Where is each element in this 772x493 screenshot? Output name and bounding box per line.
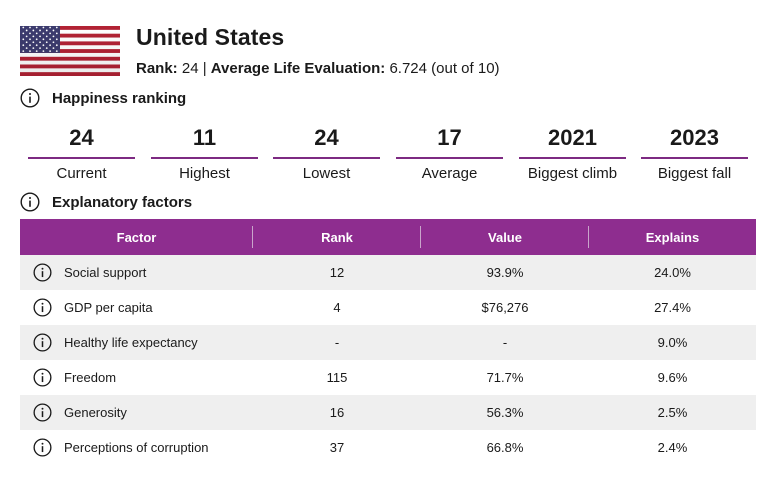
info-icon[interactable] [33, 403, 52, 422]
rank-cell: 12 [329, 265, 345, 280]
explains-cell: 9.6% [657, 370, 688, 385]
factor-name: GDP per capita [64, 300, 153, 315]
stat-label: Biggest climb [527, 165, 618, 182]
rank-cell: 16 [329, 405, 345, 420]
stat-highest: 11 Highest [151, 124, 258, 182]
stat-value: 17 [437, 125, 462, 150]
rank-label: Rank: [136, 60, 178, 77]
factor-cell: Freedom [20, 368, 253, 387]
factor-name: Generosity [64, 405, 127, 420]
rank-value: 24 | [181, 60, 207, 77]
explanatory-factors-title: Explanatory factors [52, 193, 193, 211]
column-header-rank: Rank [253, 219, 421, 255]
happiness-stats: 24 Current 11 Highest 24 Lowest 17 Avera… [28, 124, 758, 186]
factor-cell: Perceptions of corruption [20, 438, 253, 457]
stat-average: 17 Average [396, 124, 503, 182]
country-name: United States [136, 24, 285, 50]
stat-biggest-fall: 2023 Biggest fall [641, 124, 748, 182]
info-icon[interactable] [33, 438, 52, 457]
column-header-factor: Factor [20, 219, 253, 255]
evaluation-value: 6.724 (out of 10) [389, 60, 500, 77]
stat-value: 2023 [670, 125, 719, 150]
us-flag-icon [20, 26, 120, 76]
factor-cell: Healthy life expectancy [20, 333, 253, 352]
table-row: GDP per capita 4 $76,276 27.4% [20, 290, 756, 325]
table-row: Freedom 115 71.7% 9.6% [20, 360, 756, 395]
factors-table: Factor Rank Value Explains Social suppor… [20, 219, 756, 465]
explains-cell: 27.4% [654, 300, 691, 315]
value-cell: 71.7% [486, 370, 524, 385]
explanatory-factors-heading: Explanatory factors [20, 192, 192, 212]
stat-label: Lowest [302, 165, 351, 182]
table-row: Perceptions of corruption 37 66.8% 2.4% [20, 430, 756, 465]
column-header-value: Value [421, 219, 589, 255]
table-row: Healthy life expectancy - - 9.0% [20, 325, 756, 360]
rank-cell: 115 [326, 370, 348, 385]
stat-current: 24 Current [28, 124, 135, 182]
stat-label: Highest [179, 165, 230, 182]
stat-value: 2021 [548, 125, 597, 150]
stat-underline [519, 157, 626, 159]
explains-cell: 2.5% [657, 405, 688, 420]
explains-cell: 24.0% [654, 265, 691, 280]
factor-name: Healthy life expectancy [64, 335, 198, 350]
rank-cell: - [334, 335, 340, 350]
stat-underline [151, 157, 258, 159]
stat-underline [273, 157, 380, 159]
info-icon[interactable] [33, 333, 52, 352]
value-cell: - [502, 335, 508, 350]
rank-cell: 4 [333, 300, 341, 315]
stat-value: 24 [314, 125, 339, 150]
info-icon[interactable] [33, 263, 52, 282]
info-icon[interactable] [20, 88, 40, 108]
stat-lowest: 24 Lowest [273, 124, 380, 182]
happiness-ranking-heading: Happiness ranking [20, 88, 186, 108]
stat-biggest-climb: 2021 Biggest climb [519, 124, 626, 182]
stat-label: Biggest fall [657, 165, 732, 182]
info-icon[interactable] [33, 298, 52, 317]
rank-cell: 37 [329, 440, 345, 455]
value-cell: 93.9% [486, 265, 524, 280]
stat-value: 24 [69, 125, 94, 150]
info-icon[interactable] [33, 368, 52, 387]
factor-name: Freedom [64, 370, 117, 385]
table-row: Social support 12 93.9% 24.0% [20, 255, 756, 290]
stat-value: 11 [192, 125, 217, 150]
value-cell: 56.3% [486, 405, 524, 420]
column-header-explains: Explains [645, 229, 700, 245]
table-row: Generosity 16 56.3% 2.5% [20, 395, 756, 430]
evaluation-label: Average Life Evaluation: [210, 60, 386, 77]
stat-label: Average [421, 165, 478, 182]
factor-name: Perceptions of corruption [64, 440, 209, 455]
value-cell: 66.8% [486, 440, 524, 455]
value-cell: $76,276 [481, 300, 529, 315]
table-header: Factor Rank Value Explains [20, 219, 756, 255]
stat-underline [396, 157, 503, 159]
stat-underline [641, 157, 748, 159]
country-header: United States Rank: 24 | Average Life Ev… [20, 24, 760, 78]
factor-name: Social support [64, 265, 147, 280]
factor-cell: Generosity [20, 403, 253, 422]
stat-label: Current [56, 165, 107, 182]
rank-summary: Rank: 24 | Average Life Evaluation: 6.72… [136, 60, 500, 77]
factor-cell: GDP per capita [20, 298, 253, 317]
happiness-ranking-title: Happiness ranking [52, 89, 187, 107]
factor-cell: Social support [20, 263, 253, 282]
explains-cell: 9.0% [657, 335, 688, 350]
stat-underline [28, 157, 135, 159]
info-icon[interactable] [20, 192, 40, 212]
explains-cell: 2.4% [657, 440, 688, 455]
